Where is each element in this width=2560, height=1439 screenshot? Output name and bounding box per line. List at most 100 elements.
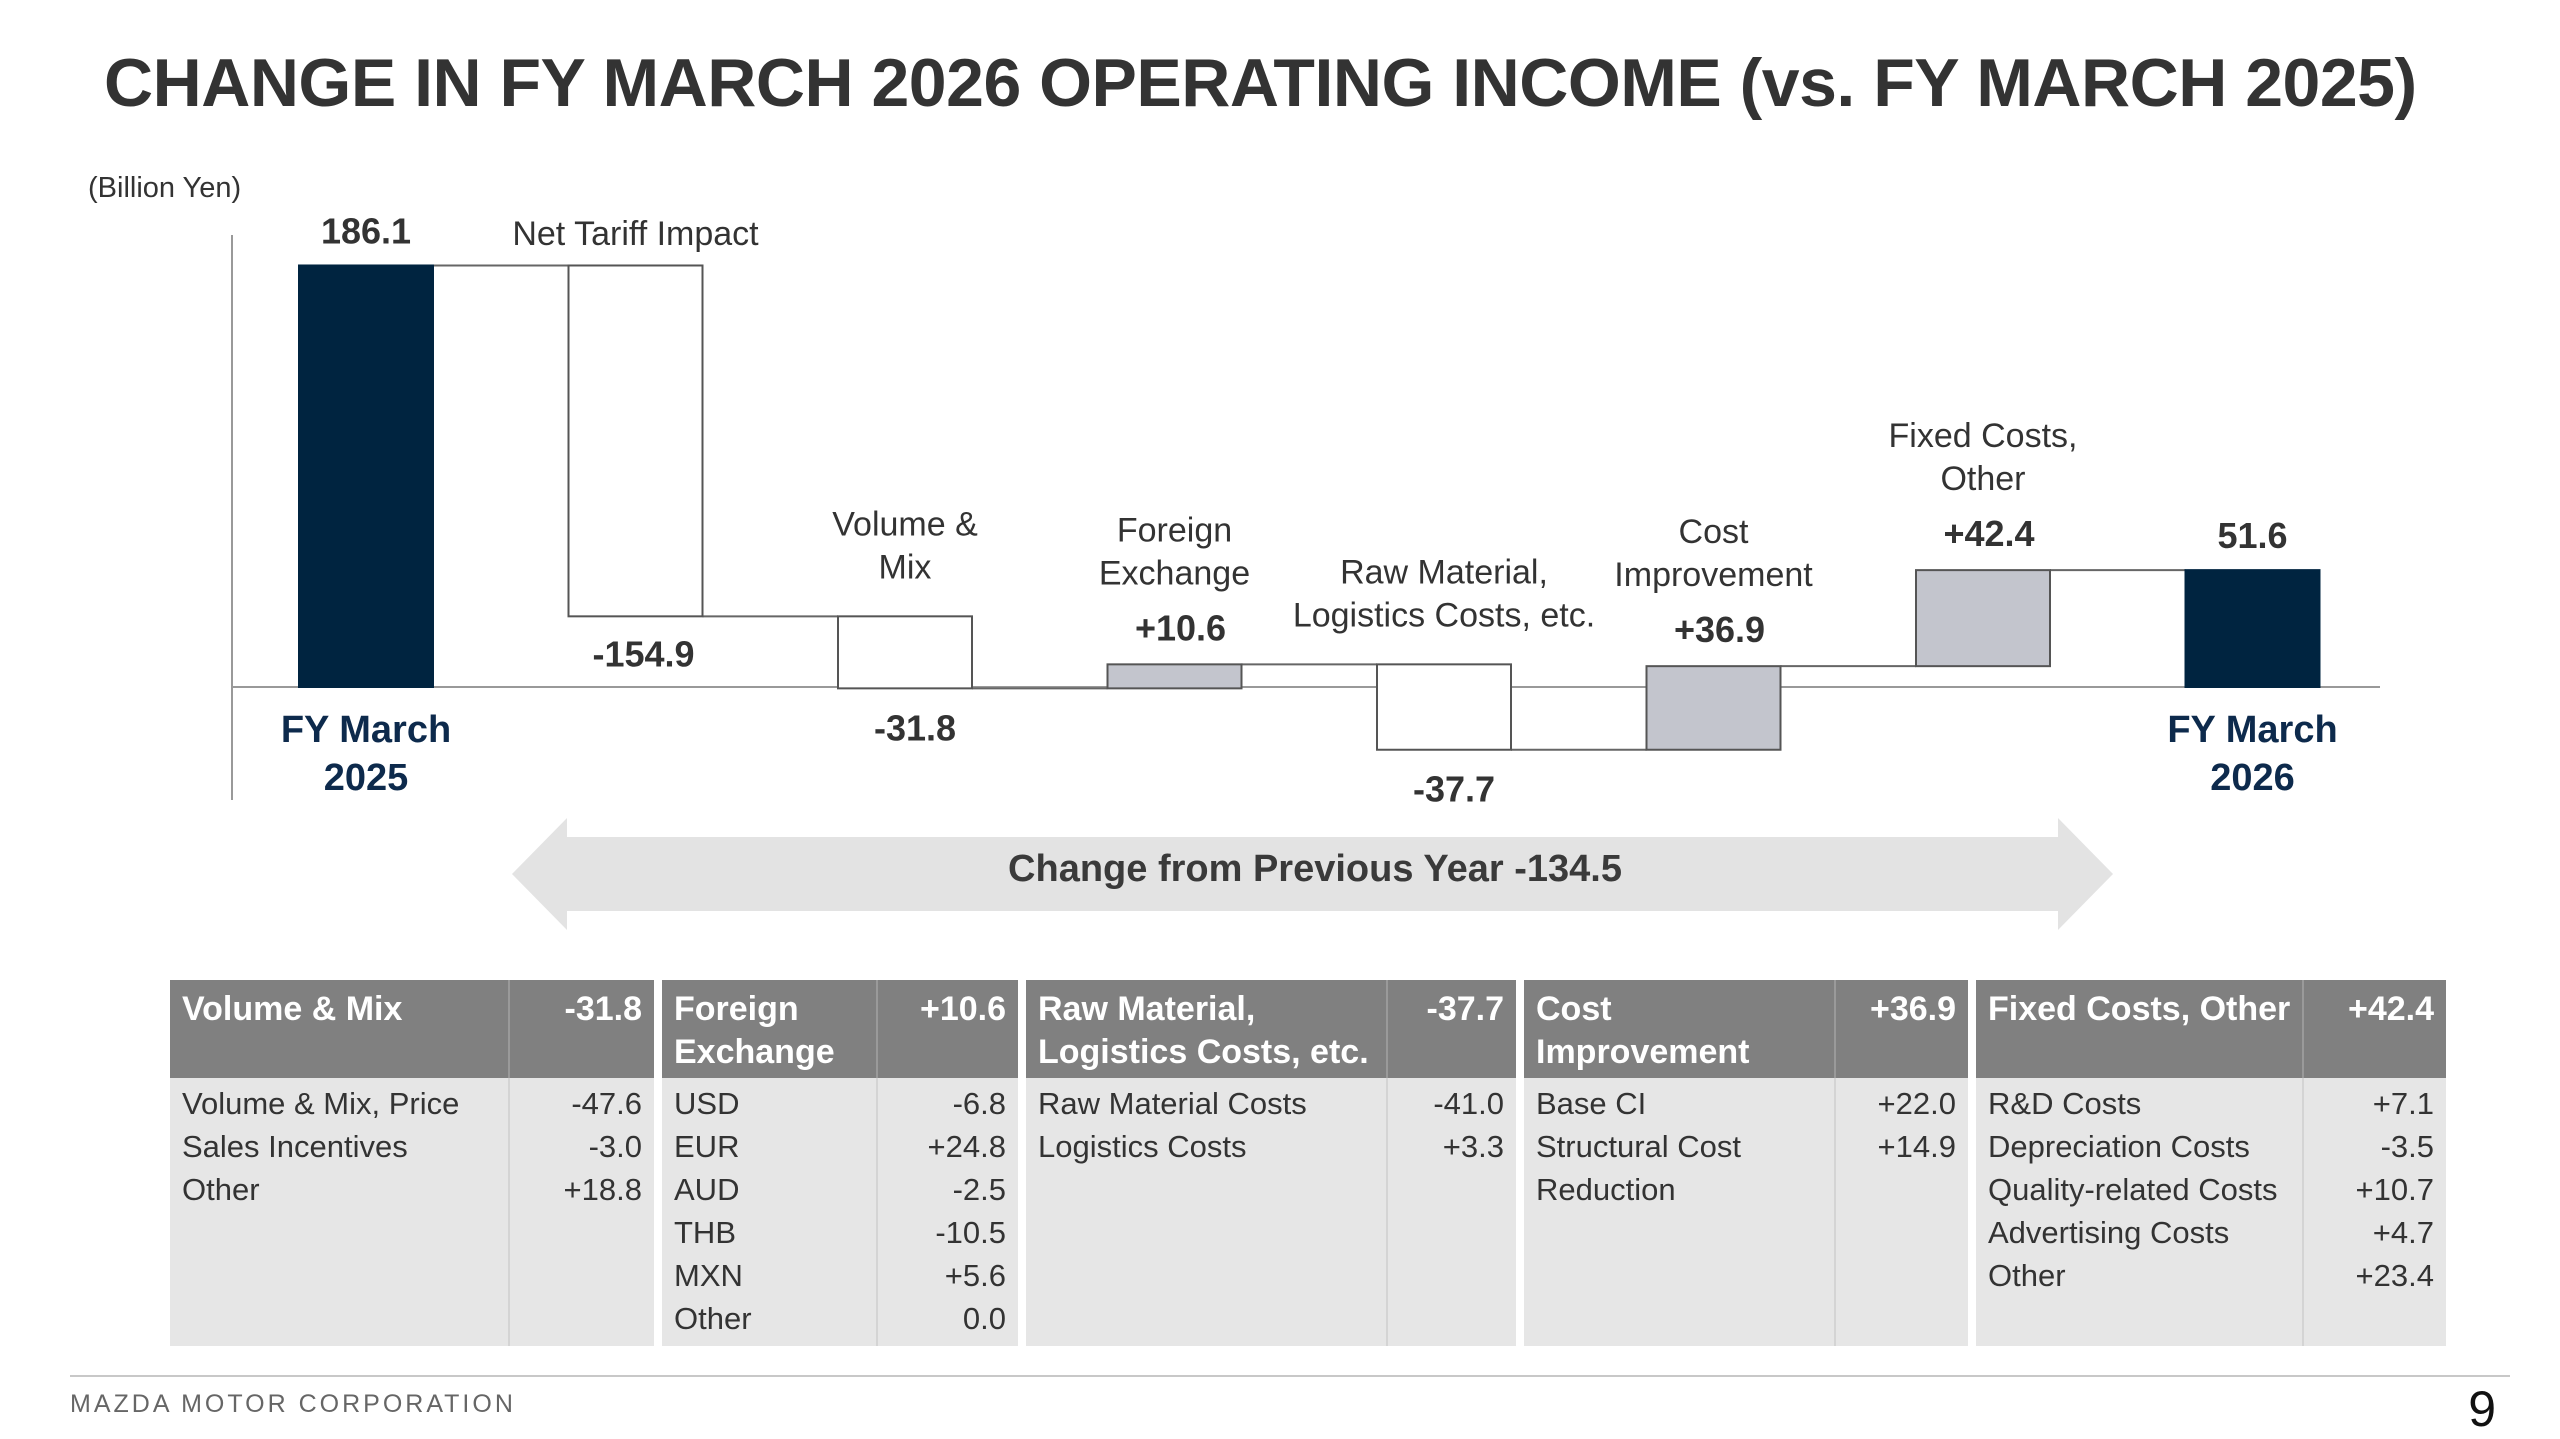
row-value: +10.7 <box>2355 1172 2434 1207</box>
row-label: Structural Cost <box>1536 1129 1742 1164</box>
table-header-total: +10.6 <box>919 990 1006 1028</box>
table-header-label: Fixed Costs, Other <box>1988 988 2290 1031</box>
table-body: USD -6.8 EUR +24.8 AUD -2.5 THB -10.5 MXN +5.6 Oth… <box>662 1078 1018 1346</box>
category-label-3-0: Foreign <box>1117 511 1232 549</box>
row-value: -41.0 <box>1433 1086 1504 1121</box>
category-label-0-0: FY March <box>281 709 451 751</box>
category-label-3-1: Exchange <box>1099 554 1250 592</box>
row-value: +22.0 <box>1877 1086 1956 1121</box>
row-value: +4.7 <box>2372 1215 2434 1250</box>
body-divider <box>2302 1078 2304 1346</box>
table-header-line: Exchange <box>674 1033 835 1071</box>
row-label: Other <box>182 1172 260 1207</box>
data-label-1: -154.9 <box>592 633 694 674</box>
header-divider <box>1834 980 1836 1078</box>
table-row: MXN +5.6 <box>662 1250 1018 1293</box>
table-row: AUD -2.5 <box>662 1164 1018 1207</box>
table-header-label: Foreign Exchange <box>674 988 835 1074</box>
data-label-5: +36.9 <box>1674 609 1765 650</box>
body-divider <box>876 1078 878 1346</box>
breakdown-table-2: Raw Material, Logistics Costs, etc. -37.7 R… <box>1026 980 1516 1346</box>
body-divider <box>508 1078 510 1346</box>
category-label-7-0: FY March <box>2167 709 2337 751</box>
category-label-5-1: Improvement <box>1614 556 1813 594</box>
category-label-7-1: 2026 <box>2210 757 2295 799</box>
page-number: 9 <box>2468 1381 2496 1437</box>
table-header: Cost Improvement +36.9 <box>1524 980 1968 1078</box>
row-label: Depreciation Costs <box>1988 1129 2250 1164</box>
data-label-6: +42.4 <box>1943 513 2034 554</box>
breakdown-table-0: Volume & Mix -31.8 Volume & Mix, Price -47.… <box>170 980 654 1346</box>
table-row: R&D Costs +7.1 <box>1976 1078 2446 1121</box>
row-value: 0.0 <box>962 1301 1006 1336</box>
table-row: Logistics Costs +3.3 <box>1026 1121 1516 1164</box>
bar-7 <box>2184 569 2321 688</box>
table-header-total: -37.7 <box>1426 990 1505 1028</box>
company-name: MAZDA MOTOR CORPORATION <box>70 1390 516 1418</box>
row-label: Other <box>674 1301 752 1336</box>
table-header-line: Volume & Mix <box>182 990 403 1028</box>
row-label: Volume & Mix, Price <box>182 1086 460 1121</box>
table-row: Base CI +22.0 <box>1524 1078 1968 1121</box>
data-label-0: 186.1 <box>321 210 411 251</box>
data-label-3: +10.6 <box>1135 607 1226 648</box>
row-value: -47.6 <box>571 1086 642 1121</box>
header-divider <box>508 980 510 1078</box>
table-header-total: -31.8 <box>564 990 643 1028</box>
table-row: Other +23.4 <box>1976 1250 2446 1293</box>
category-label-0-1: 2025 <box>324 757 409 799</box>
bar-2 <box>837 615 973 690</box>
row-label: Base CI <box>1536 1086 1647 1121</box>
table-row: Volume & Mix, Price -47.6 <box>170 1078 654 1121</box>
data-label-2: -31.8 <box>874 707 956 748</box>
row-value: -6.8 <box>952 1086 1006 1121</box>
category-label-4-0: Raw Material, <box>1340 553 1548 591</box>
bar-4 <box>1376 663 1512 751</box>
table-header: Fixed Costs, Other +42.4 <box>1976 980 2446 1078</box>
row-label: Advertising Costs <box>1988 1215 2230 1250</box>
category-label-1-0: Net Tariff Impact <box>512 215 759 253</box>
row-label: Other <box>1988 1258 2066 1293</box>
bar-0 <box>298 264 434 688</box>
table-header-line: Fixed Costs, Other <box>1988 990 2291 1028</box>
table-header-label: Cost Improvement <box>1536 988 1750 1074</box>
header-divider <box>2302 980 2304 1078</box>
row-label: Quality-related Costs <box>1988 1172 2278 1207</box>
bar-6 <box>1915 569 2051 668</box>
table-header-label: Volume & Mix <box>182 988 402 1031</box>
page-title: CHANGE IN FY MARCH 2026 OPERATING INCOME… <box>104 45 2417 121</box>
table-row: Structural Cost +14.9 <box>1524 1121 1968 1164</box>
table-header-total: +36.9 <box>1869 990 1956 1028</box>
category-label-6-1: Other <box>1940 460 2025 498</box>
category-label-6-0: Fixed Costs, <box>1889 417 2078 455</box>
row-value: +5.6 <box>944 1258 1006 1293</box>
bar-1 <box>567 264 704 618</box>
table-row: Other 0.0 <box>662 1293 1018 1336</box>
row-label: MXN <box>674 1258 743 1293</box>
breakdown-table-4: Fixed Costs, Other +42.4 R&D Costs +7.1 Depr… <box>1976 980 2446 1346</box>
table-header-line: Cost <box>1536 990 1612 1028</box>
row-label: EUR <box>674 1129 740 1164</box>
table-body: R&D Costs +7.1 Depreciation Costs -3.5 Quali… <box>1976 1078 2446 1346</box>
breakdown-table-3: Cost Improvement +36.9 Base CI +22.0 Structur… <box>1524 980 1968 1346</box>
row-value: +14.9 <box>1877 1129 1956 1164</box>
row-label: Logistics Costs <box>1038 1129 1247 1164</box>
table-body: Base CI +22.0 Structural Cost +14.9 Reductio… <box>1524 1078 1968 1346</box>
table-header: Volume & Mix -31.8 <box>170 980 654 1078</box>
table-header-line: Improvement <box>1536 1033 1750 1071</box>
category-label-2-0: Volume & <box>832 505 978 543</box>
row-label: AUD <box>674 1172 740 1207</box>
row-label: R&D Costs <box>1988 1086 2142 1121</box>
table-row: EUR +24.8 <box>662 1121 1018 1164</box>
row-value: -3.0 <box>588 1129 642 1164</box>
table-header-line: Logistics Costs, etc. <box>1038 1033 1369 1071</box>
unit-label: (Billion Yen) <box>88 172 242 204</box>
table-body: Volume & Mix, Price -47.6 Sales Incentives… <box>170 1078 654 1346</box>
table-row: Other +18.8 <box>170 1164 654 1207</box>
table-row: Raw Material Costs -41.0 <box>1026 1078 1516 1121</box>
category-label-5-0: Cost <box>1679 513 1749 551</box>
breakdown-table-1: Foreign Exchange +10.6 USD -6.8 EUR +24.8 AUD -2… <box>662 980 1018 1346</box>
table-header-total: +42.4 <box>2347 990 2434 1028</box>
header-divider <box>876 980 878 1078</box>
table-header: Raw Material, Logistics Costs, etc. -37.7 <box>1026 980 1516 1078</box>
